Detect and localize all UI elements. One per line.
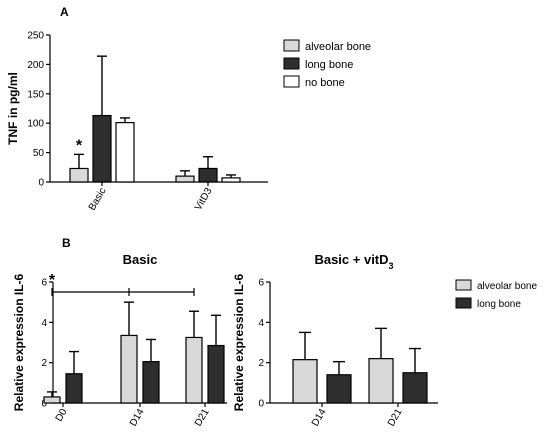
bar-long-bone: [142, 361, 160, 404]
x-tick-label: D14: [128, 407, 147, 429]
y-tick-label: 200: [27, 60, 44, 71]
bar-no-bone: [221, 177, 241, 183]
chart-title: Basic + vitD3: [314, 252, 393, 271]
legend-label: long bone: [305, 59, 353, 71]
y-tick-label: 6: [41, 278, 47, 289]
y-tick-label: 2: [41, 358, 47, 369]
legend-swatch: [455, 297, 472, 309]
panel-label-b: B: [62, 236, 71, 250]
x-tick-label: D14: [310, 407, 329, 429]
legend-swatch: [283, 57, 300, 70]
x-tick-label: D0: [54, 407, 70, 424]
y-tick-label: 250: [27, 31, 44, 42]
y-tick-label: 6: [258, 278, 264, 289]
chart-title-text: Basic + vitD: [314, 252, 388, 267]
y-axis-label: Relative expression IL-6: [12, 273, 26, 411]
chart-b-basic: 0 2 4 6 Relative expression IL-6 D0 D14 D21 Basi…: [12, 252, 227, 428]
x-tick-label: VitD3: [193, 186, 215, 213]
y-tick-label: 0: [38, 178, 44, 189]
bar-long-bone: [402, 372, 428, 404]
y-tick-label: 150: [27, 89, 44, 100]
y-tick-label: 100: [27, 119, 44, 130]
significance-star: *: [76, 137, 83, 154]
x-tick-label: D21: [386, 407, 405, 429]
bar-alveolar-bone: [292, 359, 318, 404]
bar-long-bone: [92, 114, 112, 183]
y-axis-label: TNF in pg/ml: [6, 72, 20, 145]
y-tick-label: 4: [258, 318, 264, 329]
bar-alveolar-bone: [69, 167, 89, 183]
bar-alveolar-bone: [368, 358, 394, 404]
bar-long-bone: [207, 344, 225, 404]
legend-swatch: [455, 279, 472, 291]
legend-label: long bone: [477, 299, 521, 310]
legend-label: alveolar bone: [305, 41, 371, 53]
bar-long-bone: [326, 374, 352, 404]
chart-b-basic-vitd3: 0 2 4 6 Relative expression IL-6 D14 D21 Basic …: [232, 252, 537, 428]
legend-label: alveolar bone: [477, 281, 537, 292]
chart-title-text: Basic: [123, 252, 158, 267]
bar-alveolar-bone: [43, 396, 61, 404]
bar-long-bone: [65, 373, 83, 404]
bar-alveolar-bone: [120, 334, 138, 404]
x-tick-label: D21: [193, 407, 212, 429]
chart-title: Basic: [123, 252, 158, 267]
y-tick-label: 2: [258, 358, 264, 369]
chart-title-subscript: 3: [389, 261, 394, 271]
x-tick-label: Basic: [87, 186, 109, 213]
panel-label-a: A: [60, 5, 69, 19]
legend-label: no bone: [305, 77, 345, 89]
y-axis-label: Relative expression IL-6: [232, 273, 246, 411]
y-tick-label: 0: [41, 399, 47, 410]
y-tick-label: 0: [258, 399, 264, 410]
y-tick-label: 4: [41, 318, 47, 329]
significance-star: *: [49, 272, 56, 289]
bar-alveolar-bone: [175, 175, 195, 183]
bar-long-bone: [198, 167, 218, 183]
y-tick-label: 50: [33, 148, 45, 159]
chart-a: 0 50 100 150 200 250 TNF in pg/ml Basic VitD3 * al…: [6, 31, 371, 213]
bar-alveolar-bone: [185, 336, 203, 404]
legend-swatch: [283, 39, 300, 52]
bar-no-bone: [115, 122, 135, 183]
legend-swatch: [283, 75, 300, 88]
